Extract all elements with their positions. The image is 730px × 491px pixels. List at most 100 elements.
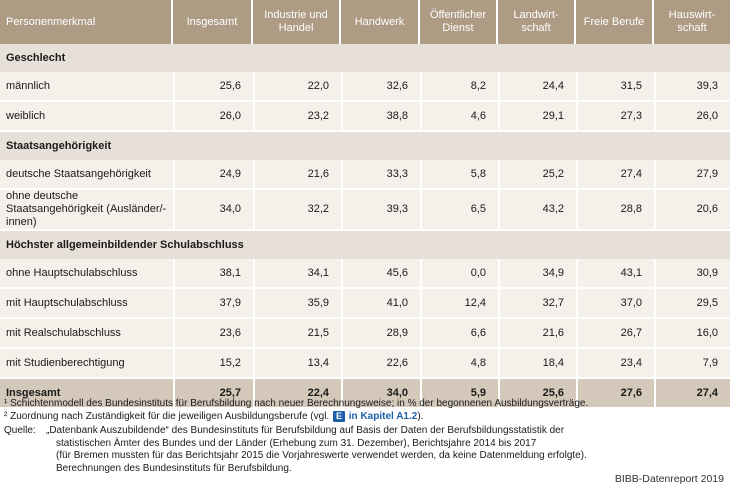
cell-value: 37,9	[173, 289, 253, 319]
row-label: mit Realschulabschluss	[0, 319, 173, 349]
section-header-row: Höchster allgemeinbildender Schulabschlu…	[0, 231, 730, 259]
row-label: mit Hauptschulabschluss	[0, 289, 173, 319]
cell-value: 43,2	[498, 190, 576, 231]
cell-value: 26,7	[576, 319, 654, 349]
section-title: Höchster allgemeinbildender Schulabschlu…	[0, 231, 730, 259]
section-header-row: Geschlecht	[0, 44, 730, 72]
source-label: Quelle:	[4, 425, 36, 436]
cell-value: 38,1	[173, 259, 253, 289]
source-note: Quelle: „Datenbank Auszubildende“ des Bu…	[4, 425, 726, 475]
cell-value: 35,9	[253, 289, 341, 319]
cell-value: 22,0	[253, 72, 341, 102]
total-value: 22,4	[253, 379, 341, 407]
cell-value: 41,0	[341, 289, 420, 319]
cell-value: 28,9	[341, 319, 420, 349]
cell-value: 28,8	[576, 190, 654, 231]
cell-value: 31,5	[576, 72, 654, 102]
cell-value: 23,6	[173, 319, 253, 349]
row-label: ohne Hauptschulabschluss	[0, 259, 173, 289]
cell-value: 38,8	[341, 102, 420, 132]
data-table: Personenmerkmal Insgesamt Industrie und H…	[0, 0, 730, 407]
cell-value: 32,2	[253, 190, 341, 231]
column-header: Personenmerkmal	[0, 0, 173, 44]
cell-value: 13,4	[253, 349, 341, 379]
cell-value: 0,0	[420, 259, 498, 289]
cell-value: 16,0	[654, 319, 730, 349]
column-header: Insgesamt	[173, 0, 253, 44]
row-label: weiblich	[0, 102, 173, 132]
cell-value: 7,9	[654, 349, 730, 379]
total-value: 25,7	[173, 379, 253, 407]
table-row: ohne deutsche Staatsangehörigkeit (Auslä…	[0, 190, 730, 231]
column-header: Landwirt-schaft	[498, 0, 576, 44]
cell-value: 34,0	[173, 190, 253, 231]
cell-value: 21,5	[253, 319, 341, 349]
cell-value: 25,6	[173, 72, 253, 102]
row-label: ohne deutsche Staatsangehörigkeit (Auslä…	[0, 190, 173, 231]
total-value: 27,4	[654, 379, 730, 407]
column-header: Handwerk	[341, 0, 420, 44]
cell-value: 43,1	[576, 259, 654, 289]
table-row: deutsche Staatsangehörigkeit 24,9 21,6 33,3…	[0, 160, 730, 190]
header-row: Personenmerkmal Insgesamt Industrie und H…	[0, 0, 730, 44]
row-label: männlich	[0, 72, 173, 102]
total-label: Insgesamt	[0, 379, 173, 407]
cell-value: 8,2	[420, 72, 498, 102]
cell-value: 4,6	[420, 102, 498, 132]
table-row: ohne Hauptschulabschluss 38,1 34,1 45,6 0,0 3…	[0, 259, 730, 289]
chapter-link[interactable]: in Kapitel A1.2	[348, 410, 418, 422]
section-title: Staatsangehörigkeit	[0, 132, 730, 160]
cell-value: 23,2	[253, 102, 341, 132]
cell-value: 29,1	[498, 102, 576, 132]
cell-value: 39,3	[341, 190, 420, 231]
cell-value: 25,2	[498, 160, 576, 190]
cell-value: 30,9	[654, 259, 730, 289]
cell-value: 20,6	[654, 190, 730, 231]
column-header: Öffentlicher Dienst	[420, 0, 498, 44]
cell-value: 27,4	[576, 160, 654, 190]
source-text: „Datenbank Auszubildende“ des Bundesinst…	[46, 425, 587, 474]
cell-value: 37,0	[576, 289, 654, 319]
cell-value: 23,4	[576, 349, 654, 379]
column-header: Freie Berufe	[576, 0, 654, 44]
column-header: Industrie und Handel	[253, 0, 341, 44]
total-row: Insgesamt 25,7 22,4 34,0 5,9 25,6 27,6 27,4	[0, 379, 730, 407]
cell-value: 32,6	[341, 72, 420, 102]
cell-value: 6,5	[420, 190, 498, 231]
table-row: mit Studienberechtigung 15,2 13,4 22,6 4,8 18…	[0, 349, 730, 379]
table-row: mit Realschulabschluss 23,6 21,5 28,9 6,6 21,…	[0, 319, 730, 349]
cell-value: 26,0	[173, 102, 253, 132]
cell-value: 29,5	[654, 289, 730, 319]
table-row: mit Hauptschulabschluss 37,9 35,9 41,0 12,4 3…	[0, 289, 730, 319]
column-header: Hauswirt-schaft	[654, 0, 730, 44]
cell-value: 27,3	[576, 102, 654, 132]
row-label: deutsche Staatsangehörigkeit	[0, 160, 173, 190]
cell-value: 33,3	[341, 160, 420, 190]
total-value: 25,6	[498, 379, 576, 407]
cell-value: 5,8	[420, 160, 498, 190]
cell-value: 24,4	[498, 72, 576, 102]
total-value: 34,0	[341, 379, 420, 407]
cell-value: 22,6	[341, 349, 420, 379]
cell-value: 26,0	[654, 102, 730, 132]
cell-value: 32,7	[498, 289, 576, 319]
cell-value: 15,2	[173, 349, 253, 379]
footnotes: ¹ Schichtenmodell des Bundesinstituts fü…	[4, 398, 726, 475]
footnote-2: ² Zuordnung nach Zuständigkeit für die j…	[4, 410, 424, 422]
table-row: weiblich 26,0 23,2 38,8 4,6 29,1 27,3 26,0	[0, 102, 730, 132]
e-badge-icon[interactable]: E	[332, 410, 345, 422]
table-row: männlich 25,6 22,0 32,6 8,2 24,4 31,5 39,3	[0, 72, 730, 102]
section-header-row: Staatsangehörigkeit	[0, 132, 730, 160]
cell-value: 34,9	[498, 259, 576, 289]
footnote-1: ¹ Schichtenmodell des Bundesinstituts fü…	[4, 398, 589, 409]
cell-value: 24,9	[173, 160, 253, 190]
cell-value: 12,4	[420, 289, 498, 319]
cell-value: 34,1	[253, 259, 341, 289]
total-value: 5,9	[420, 379, 498, 407]
cell-value: 21,6	[498, 319, 576, 349]
total-value: 27,6	[576, 379, 654, 407]
cell-value: 27,9	[654, 160, 730, 190]
cell-value: 45,6	[341, 259, 420, 289]
cell-value: 21,6	[253, 160, 341, 190]
cell-value: 4,8	[420, 349, 498, 379]
